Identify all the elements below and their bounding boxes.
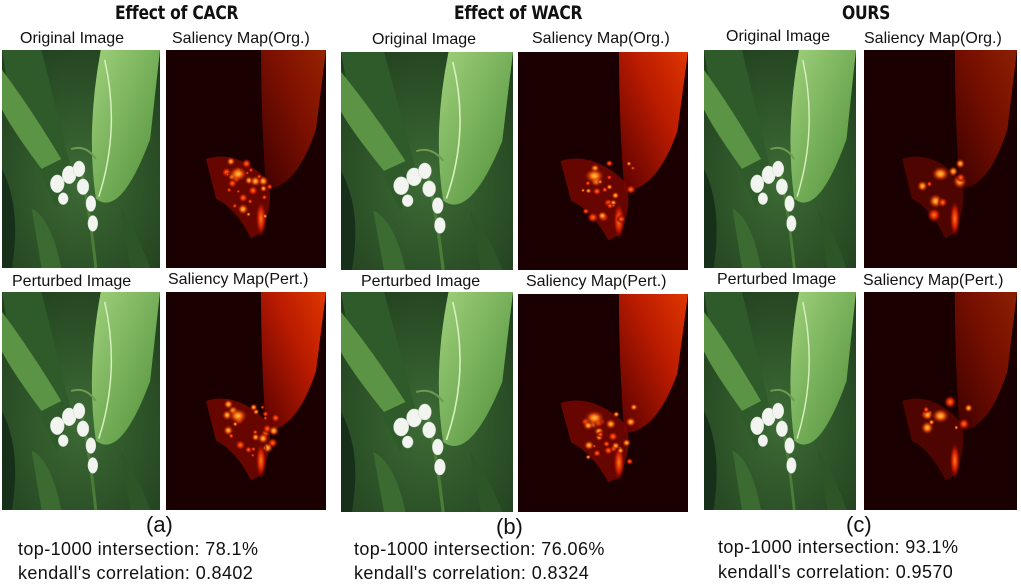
kendall-stat: kendall's correlation: 0.8324 — [354, 563, 590, 583]
intersection-stat: top-1000 intersection: 78.1% — [18, 539, 259, 559]
panel-label: (a) — [146, 512, 173, 537]
kendall-stat: kendall's correlation: 0.9570 — [718, 562, 954, 582]
panel-title: Effect of CACR — [115, 2, 239, 24]
panel-title: Effect of WACR — [454, 2, 583, 24]
caption-saliency-pert: Saliency Map(Pert.) — [168, 271, 309, 288]
caption-original-image: Original Image — [372, 31, 477, 48]
caption-perturbed-image: Perturbed Image — [12, 273, 132, 290]
saliency-map-original — [166, 50, 326, 268]
saliency-map-original — [864, 50, 1017, 268]
original-image — [2, 50, 160, 268]
perturbed-image — [341, 292, 513, 512]
original-image — [341, 52, 513, 270]
perturbed-image — [704, 292, 856, 510]
saliency-map-perturbed — [518, 294, 688, 512]
caption-perturbed-image: Perturbed Image — [717, 271, 837, 288]
intersection-stat: top-1000 intersection: 76.06% — [354, 539, 605, 559]
saliency-map-original — [518, 52, 688, 270]
caption-perturbed-image: Perturbed Image — [361, 273, 481, 290]
kendall-stat: kendall's correlation: 0.8402 — [18, 563, 254, 583]
intersection-stat: top-1000 intersection: 93.1% — [718, 537, 959, 557]
panel-label: (b) — [496, 514, 523, 539]
panel-c: OURS Original Image Saliency Map(Org.) P… — [700, 0, 1021, 583]
caption-saliency-org: Saliency Map(Org.) — [864, 30, 1002, 47]
saliency-map-perturbed — [864, 292, 1017, 510]
caption-saliency-pert: Saliency Map(Pert.) — [526, 273, 667, 290]
caption-original-image: Original Image — [20, 30, 125, 47]
panel-b: Effect of WACR Original Image Saliency M… — [338, 0, 698, 583]
saliency-map-perturbed — [166, 292, 326, 510]
panel-a: Effect of CACR Original Image Saliency M… — [0, 0, 340, 583]
caption-saliency-org: Saliency Map(Org.) — [172, 30, 310, 47]
caption-original-image: Original Image — [726, 28, 831, 45]
caption-saliency-pert: Saliency Map(Pert.) — [863, 272, 1004, 289]
perturbed-image — [2, 292, 160, 510]
original-image — [704, 50, 856, 268]
panel-label: (c) — [846, 512, 872, 537]
caption-saliency-org: Saliency Map(Org.) — [532, 30, 670, 47]
panel-title: OURS — [842, 2, 891, 24]
